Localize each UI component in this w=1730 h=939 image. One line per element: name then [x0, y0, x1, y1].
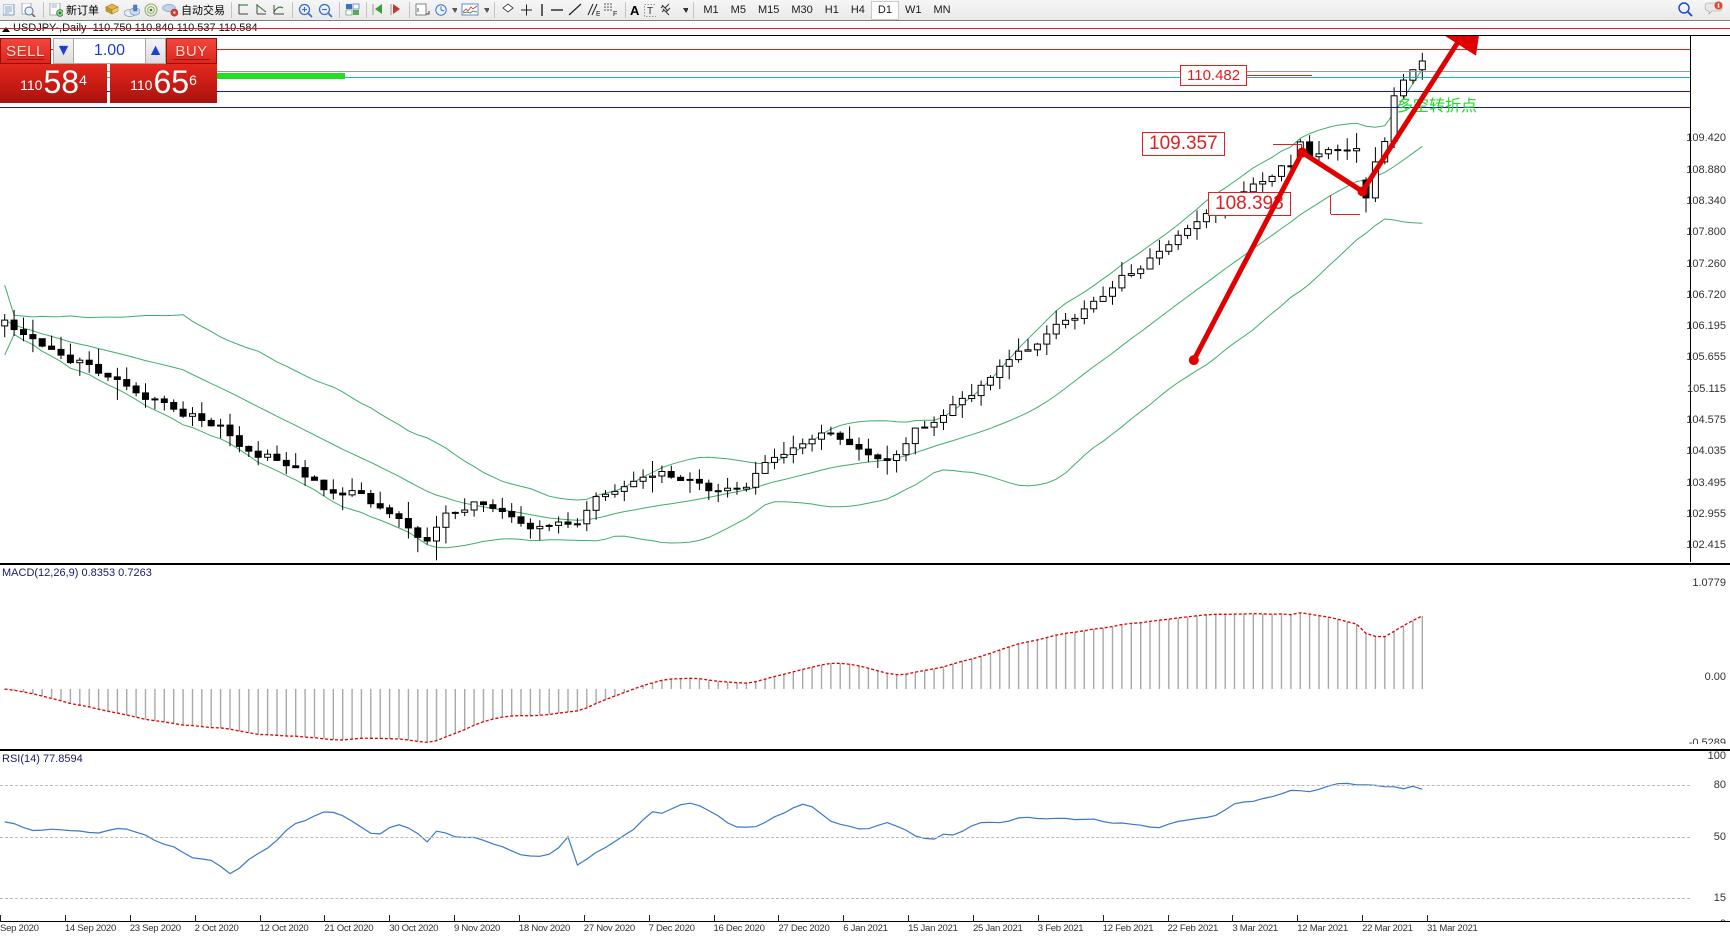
svg-text:E: E — [596, 11, 600, 17]
svg-text:T: T — [647, 6, 653, 17]
svg-text:F: F — [613, 11, 617, 17]
